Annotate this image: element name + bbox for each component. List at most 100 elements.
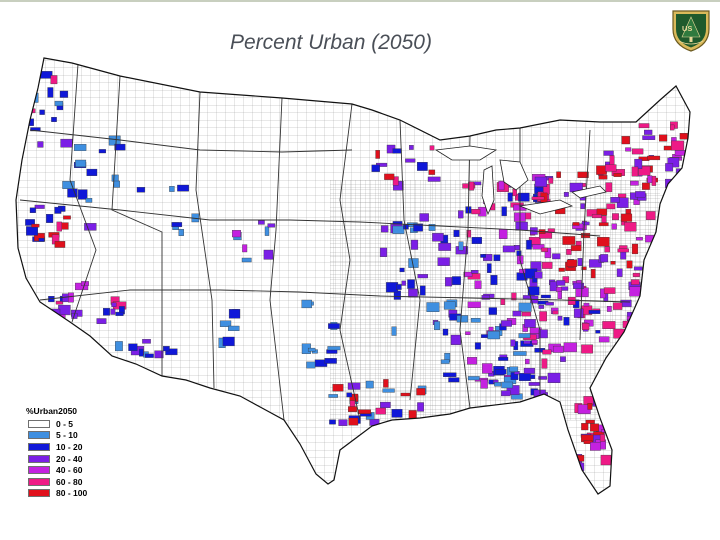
county-fill [647, 155, 661, 161]
state-boundaries [19, 63, 631, 421]
county-fill [327, 346, 341, 351]
county-fill [396, 284, 402, 290]
county-fill [590, 442, 601, 451]
county-fill [54, 100, 64, 107]
county-fill [391, 409, 403, 418]
legend-label: 60 - 80 [56, 476, 83, 487]
county-fill [541, 247, 548, 252]
county-fill [577, 171, 589, 178]
legend-item: 10 - 20 [24, 441, 104, 453]
county-fill [523, 340, 531, 345]
county-fill [610, 197, 620, 203]
county-fill [600, 454, 612, 466]
county-fill [371, 164, 380, 172]
county-fill [40, 71, 53, 79]
county-fill [442, 328, 449, 336]
county-fill [581, 221, 590, 226]
county-fill [498, 229, 508, 239]
county-fill [169, 186, 175, 192]
county-fill [526, 239, 532, 250]
county-fill [432, 233, 444, 242]
county-fill [391, 326, 397, 336]
county-fill [466, 230, 472, 238]
county-fill [228, 309, 241, 319]
county-fill [531, 196, 545, 200]
county-fill [573, 282, 584, 289]
county-fill [541, 294, 551, 299]
county-fill [581, 344, 593, 354]
county-fill [50, 75, 58, 85]
legend-swatch [28, 431, 50, 440]
legend-label: 20 - 40 [56, 453, 83, 464]
county-fill [567, 296, 576, 305]
county-fill [609, 155, 615, 166]
county-fill [595, 330, 601, 334]
legend-swatch [28, 489, 50, 498]
county-fill [481, 295, 490, 300]
county-fill [631, 243, 639, 255]
county-fill [611, 223, 617, 230]
county-fill [542, 261, 553, 269]
county-fill [405, 420, 412, 430]
county-fill [523, 367, 535, 374]
county-fill [55, 300, 63, 305]
county-fill [54, 206, 62, 214]
county-fill [605, 182, 613, 193]
legend-item: 20 - 40 [24, 453, 104, 465]
county-fill [308, 347, 316, 352]
county-fill [539, 311, 547, 322]
county-fill [84, 223, 97, 231]
county-fill [631, 279, 640, 285]
county-fill [450, 334, 461, 345]
county-fill [493, 254, 501, 261]
legend-label: 40 - 60 [56, 465, 83, 476]
forest-service-shield-logo: US [672, 10, 710, 52]
county-fill [634, 158, 643, 169]
county-fill [357, 409, 371, 414]
county-fill [463, 271, 473, 277]
county-fill [597, 237, 610, 247]
county-fill [416, 388, 426, 396]
county-fill [538, 376, 547, 380]
county-fill [400, 392, 411, 397]
county-fill [384, 173, 395, 180]
county-fill [480, 379, 488, 389]
county-fill [679, 133, 688, 140]
county-fill [405, 158, 416, 163]
county-fill [502, 245, 516, 253]
county-fill [139, 348, 144, 357]
county-fill [515, 221, 528, 231]
county-fill [348, 406, 358, 412]
county-fill [29, 207, 36, 213]
county-fill [577, 258, 583, 266]
county-fill [534, 271, 543, 279]
county-fill [263, 249, 274, 260]
county-fill [571, 245, 582, 252]
legend-label: 80 - 100 [56, 488, 88, 499]
county-fill [625, 147, 632, 152]
county-fill [438, 242, 452, 251]
legend-label: 5 - 10 [56, 430, 78, 441]
county-fill [638, 301, 648, 311]
county-fill [651, 175, 657, 186]
county-fill [549, 281, 558, 292]
county-fill [507, 192, 513, 202]
county-fill [482, 363, 493, 374]
county-fill [500, 298, 506, 305]
county-fill [588, 310, 601, 314]
county-fill [31, 223, 40, 228]
county-fill [553, 345, 564, 353]
county-fill [471, 270, 479, 274]
county-fill [46, 214, 54, 223]
county-fill [534, 176, 548, 187]
county-fill [417, 402, 424, 412]
county-fill [606, 203, 616, 210]
county-fill [44, 309, 54, 317]
county-fill [171, 222, 183, 227]
county-fill [440, 359, 450, 364]
county-fill [332, 384, 344, 392]
legend-item: 5 - 10 [24, 430, 104, 442]
county-fill [348, 417, 359, 426]
county-fill [498, 180, 505, 191]
county-fill [572, 222, 580, 226]
